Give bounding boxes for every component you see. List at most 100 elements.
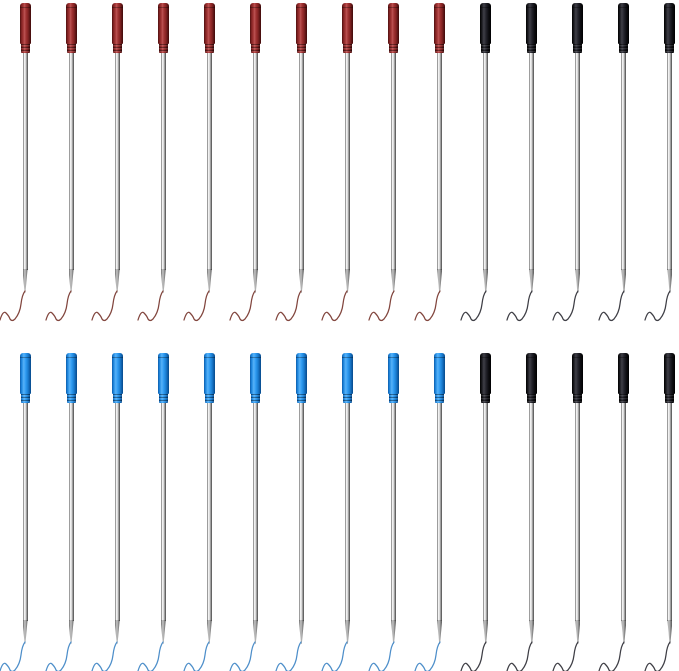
ink-squiggle-path xyxy=(321,641,349,671)
cap-groove xyxy=(434,7,446,8)
refill-metal-tube xyxy=(252,403,258,621)
refill-tip-cone xyxy=(252,621,258,644)
cap-groove xyxy=(203,7,215,8)
ink-squiggle xyxy=(367,641,395,671)
cap-groove xyxy=(65,7,77,8)
cap-collar xyxy=(250,394,260,403)
refill-metal-tube xyxy=(667,53,673,270)
cap-collar xyxy=(435,394,445,403)
ink-squiggle xyxy=(137,290,164,322)
cap-groove xyxy=(295,7,307,8)
ink-squiggle xyxy=(275,290,303,322)
ink-squiggle xyxy=(598,290,625,322)
cap-groove xyxy=(572,7,584,8)
refill-metal-tube xyxy=(529,403,535,621)
refill-cap-red xyxy=(388,3,400,44)
cap-collar xyxy=(342,394,352,403)
refill-metal-tube xyxy=(483,53,489,270)
ink-squiggle xyxy=(183,641,210,671)
cap-collar xyxy=(573,44,583,53)
cap-groove xyxy=(526,7,538,8)
refill-metal-tube xyxy=(437,53,443,270)
ink-squiggle-path xyxy=(644,641,671,671)
cap-groove xyxy=(249,7,261,8)
refill-tip-cone xyxy=(437,621,443,644)
ink-squiggle xyxy=(91,290,118,322)
refill-tip-cone xyxy=(575,270,581,293)
ink-squiggle xyxy=(598,641,625,671)
refill-tip-cone xyxy=(391,270,397,293)
refill-tip-cone xyxy=(391,621,397,644)
ink-squiggle-path xyxy=(552,290,579,322)
cap-groove xyxy=(157,7,169,8)
ink-squiggle xyxy=(137,641,164,671)
ink-squiggle-path xyxy=(137,290,164,322)
cap-collar xyxy=(527,44,537,53)
refill-tip-cone xyxy=(160,621,166,644)
ink-squiggle-path xyxy=(598,641,625,671)
refill-cap-red xyxy=(434,3,446,44)
cap-collar xyxy=(20,44,30,53)
refill-tip-cone xyxy=(252,270,258,293)
cap-collar xyxy=(112,394,122,403)
refill-cap-blue xyxy=(249,353,261,394)
refill-metal-tube xyxy=(391,53,397,270)
refill-cap-black xyxy=(572,353,584,394)
refill-metal-tube xyxy=(298,53,304,270)
refill-metal-tube xyxy=(22,403,28,621)
refill-cap-blue xyxy=(434,353,446,394)
ink-squiggle-path xyxy=(275,641,303,671)
ink-squiggle xyxy=(552,290,579,322)
ink-squiggle xyxy=(229,290,256,322)
refill-metal-tube xyxy=(344,53,350,270)
ink-squiggle-path xyxy=(414,641,441,671)
cap-collar xyxy=(435,44,445,53)
cap-groove xyxy=(664,357,676,358)
refill-metal-tube xyxy=(529,53,535,270)
cap-collar xyxy=(250,44,260,53)
refill-cap-blue xyxy=(341,353,353,394)
ink-squiggle xyxy=(506,641,533,671)
ink-squiggle-path xyxy=(552,641,579,671)
refill-tip-cone xyxy=(621,621,627,644)
cap-collar xyxy=(389,44,399,53)
refill-metal-tube xyxy=(298,403,304,621)
ink-squiggle xyxy=(552,641,579,671)
ink-squiggle xyxy=(45,641,72,671)
refill-cap-blue xyxy=(388,353,400,394)
refill-metal-tube xyxy=(667,403,673,621)
ink-squiggle xyxy=(91,641,118,671)
ink-squiggle xyxy=(460,290,487,322)
cap-groove xyxy=(157,357,169,358)
ink-squiggle-path xyxy=(460,641,487,671)
refill-tip-cone xyxy=(114,270,120,293)
refill-metal-tube xyxy=(160,403,166,621)
ink-squiggle-path xyxy=(183,290,210,322)
cap-collar xyxy=(481,394,491,403)
cap-groove xyxy=(341,357,353,358)
cap-groove xyxy=(65,357,77,358)
ink-squiggle-path xyxy=(0,641,26,671)
cap-groove xyxy=(618,7,630,8)
cap-groove xyxy=(388,357,400,358)
refill-cap-blue xyxy=(203,353,215,394)
ink-squiggle-path xyxy=(644,290,671,322)
cap-groove xyxy=(526,357,538,358)
cap-groove xyxy=(434,357,446,358)
cap-collar xyxy=(481,44,491,53)
ink-squiggle-path xyxy=(91,641,118,671)
refill-cap-red xyxy=(203,3,215,44)
cap-collar xyxy=(573,394,583,403)
cap-collar xyxy=(665,394,675,403)
refill-cap-black xyxy=(526,353,538,394)
refill-tip-cone xyxy=(298,270,304,293)
cap-collar xyxy=(66,394,76,403)
refill-cap-red xyxy=(111,3,123,44)
refill-tip-cone xyxy=(68,621,74,644)
cap-collar xyxy=(112,44,122,53)
ink-squiggle xyxy=(45,290,72,322)
refill-metal-tube xyxy=(391,403,397,621)
refill-cap-black xyxy=(526,3,538,44)
refill-cap-black xyxy=(618,353,630,394)
